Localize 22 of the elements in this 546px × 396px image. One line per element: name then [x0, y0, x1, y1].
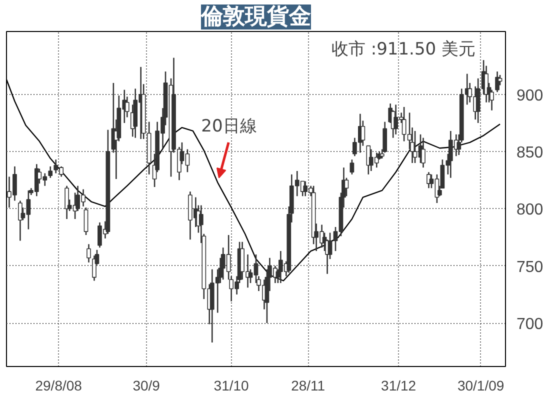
y-tick-label: 900	[516, 87, 544, 104]
candlestick	[86, 244, 91, 264]
candlestick	[48, 166, 53, 178]
y-tick-label: 700	[516, 316, 544, 334]
candlestick	[64, 185, 69, 220]
candlestick	[421, 137, 426, 168]
annotation: 收市 :911.50 美元	[331, 40, 476, 60]
x-tick-label: 30/1/09	[457, 378, 504, 394]
y-tick-label: 800	[516, 202, 544, 219]
candlestick	[84, 206, 88, 236]
chart-title: 倫敦現貨金	[200, 4, 311, 30]
x-tick-label: 31/12	[381, 378, 416, 394]
candlestick	[18, 200, 22, 242]
x-tick-label: 28/11	[291, 378, 326, 394]
candlestick	[495, 70, 500, 93]
x-tick-label: 31/10	[214, 378, 250, 394]
x-tick-label: 29/8/08	[35, 378, 82, 394]
y-tick-label: 750	[516, 258, 544, 276]
y-tick-label: 850	[516, 144, 544, 162]
annotation: 20日線	[201, 116, 257, 137]
x-tick-label: 30/9	[132, 378, 160, 394]
candlestick	[350, 158, 354, 176]
